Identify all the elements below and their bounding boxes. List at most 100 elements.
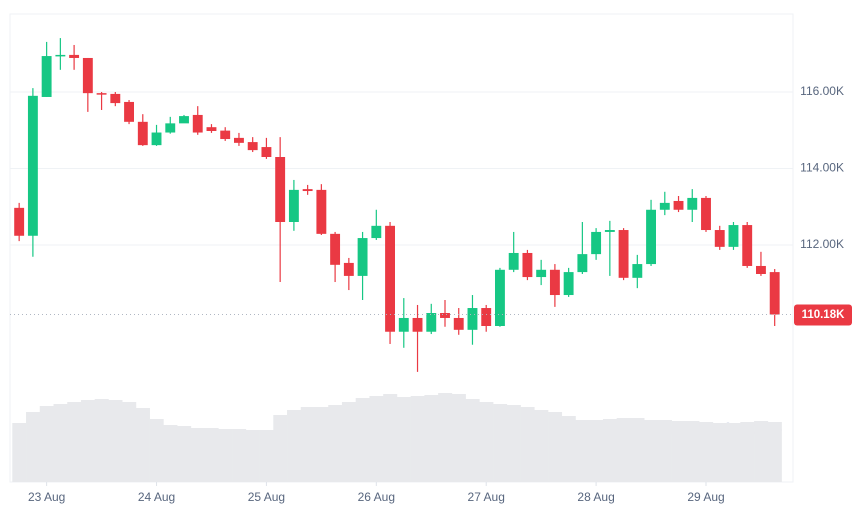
volume-bar — [204, 428, 219, 482]
candle-body — [357, 238, 368, 276]
candle-body — [714, 230, 725, 247]
candle-body — [728, 225, 739, 247]
candle-body — [55, 54, 66, 57]
volume-bar — [108, 400, 123, 482]
volume-bar — [396, 397, 411, 482]
volume-bar — [767, 422, 782, 482]
candle-body — [82, 57, 93, 94]
candle-body — [165, 123, 176, 133]
volume-bar — [410, 396, 425, 482]
volume-bar — [12, 423, 27, 482]
candle-body — [261, 147, 272, 157]
candle-body — [673, 200, 684, 210]
candle-body — [632, 264, 643, 278]
volume-bar — [520, 407, 535, 482]
volume-bar — [740, 422, 755, 482]
volume-bar — [245, 430, 260, 482]
candle-body — [220, 130, 231, 140]
volume-bar — [218, 429, 233, 482]
volume-bar — [190, 428, 205, 482]
volume-bar — [232, 429, 247, 482]
candle-body — [27, 95, 38, 236]
candle-body — [343, 262, 354, 276]
volume-bar — [314, 407, 329, 482]
candle-body — [234, 137, 244, 143]
volume-bar — [383, 394, 398, 482]
candle-body — [330, 233, 341, 265]
x-tick-label: 26 Aug — [358, 490, 395, 504]
candle-body — [316, 189, 327, 234]
candle-body — [179, 116, 189, 124]
volume-bar — [122, 402, 137, 482]
volume-bar — [341, 402, 357, 482]
volume-bar — [712, 423, 727, 482]
volume-bar — [273, 415, 288, 482]
candle-body — [646, 209, 656, 265]
candle-body — [247, 142, 258, 151]
candle-body — [151, 132, 162, 146]
candle-body — [69, 54, 80, 58]
candle-body — [206, 127, 217, 131]
volume-bar — [685, 421, 700, 482]
candle-body — [536, 269, 547, 278]
volume-bar — [177, 426, 192, 482]
volume-bar — [94, 399, 109, 482]
candle-body — [687, 197, 698, 210]
volume-bar — [479, 402, 494, 482]
candle-body — [453, 317, 464, 330]
candle-body — [385, 225, 395, 332]
candle-body — [288, 189, 299, 222]
volume-bar — [671, 421, 686, 482]
candle-body — [14, 207, 25, 236]
volume-bar — [699, 422, 714, 482]
x-tick-label: 25 Aug — [248, 490, 285, 504]
candle-body — [522, 252, 533, 278]
candle-body — [549, 269, 560, 296]
candle-body — [302, 189, 313, 192]
candle-body — [426, 313, 437, 332]
volume-bar — [465, 399, 480, 482]
y-tick-label: 114.00K — [800, 161, 844, 175]
volume-bar — [135, 408, 150, 482]
volume-bar — [26, 412, 41, 482]
candle-body — [96, 93, 107, 95]
volume-bar — [630, 418, 645, 482]
x-tick-label: 24 Aug — [138, 490, 175, 504]
candle-body — [604, 230, 615, 232]
volume-bar — [451, 394, 466, 482]
x-tick-label: 29 Aug — [687, 490, 724, 504]
candle-body — [618, 230, 629, 278]
volume-bar — [616, 418, 631, 482]
candle-body — [275, 157, 286, 222]
candle-body — [192, 114, 203, 133]
candle-body — [137, 121, 148, 146]
candle-body — [756, 265, 766, 274]
volume-bar — [300, 407, 315, 482]
candle-body — [701, 197, 711, 231]
volume-bar — [163, 425, 178, 482]
x-tick-label: 28 Aug — [577, 490, 614, 504]
candle-body — [742, 225, 753, 266]
candle-body — [508, 252, 519, 270]
volume-bar — [561, 416, 576, 482]
volume-bar — [287, 410, 302, 482]
volume-bar — [754, 421, 769, 482]
last-price-tag — [794, 304, 852, 326]
candle-body — [495, 269, 505, 326]
candle-body — [591, 231, 602, 255]
y-tick-label: 116.00K — [800, 84, 844, 98]
volume-bar — [726, 423, 741, 482]
volume-bar — [506, 405, 521, 482]
x-tick-label: 27 Aug — [468, 490, 505, 504]
y-tick-label: 112.00K — [800, 237, 844, 251]
candle-body — [577, 254, 588, 273]
candle-body — [769, 272, 780, 315]
candle-body — [659, 202, 670, 210]
volume-bar — [80, 400, 96, 482]
candle-body — [412, 317, 423, 332]
volume-bar — [149, 419, 164, 482]
last-price-label: 110.18K — [802, 309, 846, 321]
volume-bar — [644, 420, 659, 482]
volume-bar — [493, 404, 508, 482]
